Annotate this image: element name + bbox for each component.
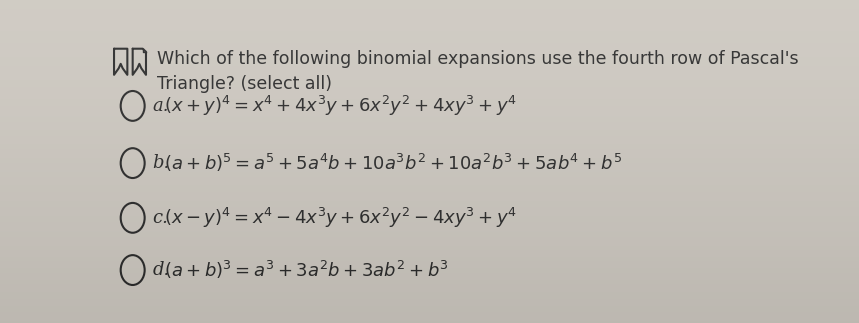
Text: $(a+b)^5=a^5+5a^4b+10a^3b^2+10a^2b^3+5ab^4+b^5$: $(a+b)^5=a^5+5a^4b+10a^3b^2+10a^2b^3+5ab…	[164, 152, 622, 174]
Text: c.: c.	[153, 209, 168, 227]
Text: $(x-y)^4=x^4-4x^3y+6x^2y^2-4xy^3+y^4$: $(x-y)^4=x^4-4x^3y+6x^2y^2-4xy^3+y^4$	[164, 206, 517, 230]
Text: d.: d.	[153, 261, 170, 279]
Text: $(a+b)^3=a^3+3a^2b+3ab^2+b^3$: $(a+b)^3=a^3+3a^2b+3ab^2+b^3$	[164, 259, 448, 281]
Text: Which of the following binomial expansions use the fourth row of Pascal's: Which of the following binomial expansio…	[157, 50, 799, 68]
Text: Triangle? (select all): Triangle? (select all)	[157, 75, 332, 93]
Text: a.: a.	[153, 97, 169, 115]
Text: b.: b.	[153, 154, 170, 172]
Text: $(x+y)^4=x^4+4x^3y+6x^2y^2+4xy^3+y^4$: $(x+y)^4=x^4+4x^3y+6x^2y^2+4xy^3+y^4$	[164, 94, 517, 118]
